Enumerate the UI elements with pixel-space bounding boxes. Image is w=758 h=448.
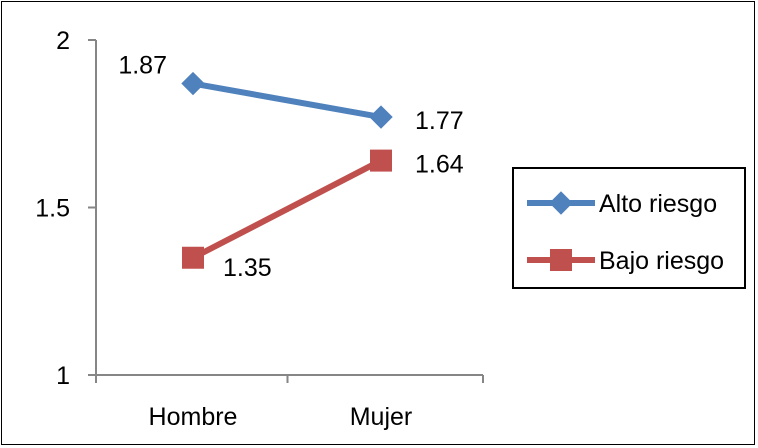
- series-layer: [181, 71, 393, 269]
- data-label: 1.64: [415, 151, 464, 179]
- axes: 1 1.5 2 Hombre Mujer: [35, 27, 484, 431]
- series-line-alto-riesgo: [192, 80, 382, 121]
- data-point-marker: [181, 71, 205, 96]
- x-tick-label: Mujer: [350, 403, 413, 431]
- legend: Alto riesgo Bajo riesgo: [512, 167, 746, 289]
- data-label: 1.35: [223, 254, 272, 282]
- y-tick-label: 1.5: [35, 195, 70, 223]
- data-point-marker: [182, 246, 204, 269]
- legend-label: Bajo riesgo: [599, 247, 724, 275]
- legend-item: Bajo riesgo: [527, 247, 724, 275]
- x-tick-label: Hombre: [149, 403, 238, 431]
- data-labels-layer: 1.87 1.77 1.35 1.64: [118, 52, 463, 282]
- data-point-marker: [369, 105, 393, 129]
- data-point-marker: [370, 149, 392, 172]
- data-label: 1.87: [118, 52, 167, 80]
- y-tick-label: 2: [56, 27, 70, 55]
- y-tick-label: 1: [56, 362, 70, 390]
- legend-marker: [549, 191, 573, 215]
- data-label: 1.77: [415, 107, 464, 135]
- series-line-bajo-riesgo: [191, 157, 383, 261]
- legend-item: Alto riesgo: [527, 190, 717, 218]
- legend-label: Alto riesgo: [599, 190, 717, 218]
- legend-marker: [550, 249, 572, 271]
